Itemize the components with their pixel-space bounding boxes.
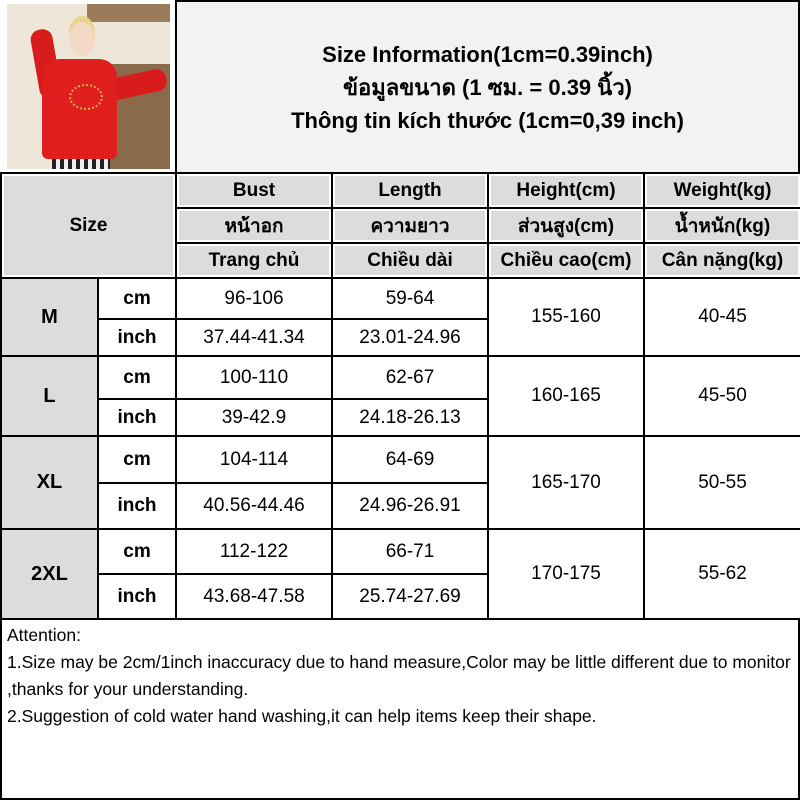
header-height: Height(cm) (487, 172, 645, 209)
table-row: inch 43.68-47.58 25.74-27.69 (1, 573, 800, 620)
length-cm: 62-67 (331, 355, 489, 400)
attention-note: 1.Size may be 2cm/1inch inaccuracy due t… (7, 652, 791, 699)
length-cm: 59-64 (331, 277, 489, 320)
photo-shelf (87, 4, 170, 22)
bust-inch: 40.56-44.46 (175, 482, 333, 530)
weight-value: 55-62 (643, 528, 800, 620)
header-row-thai: หน้าอก ความยาว ส่วนสูง(cm) น้ำหนัก(kg) (1, 207, 800, 244)
height-value: 170-175 (487, 528, 645, 620)
header-height-thai: ส่วนสูง(cm) (487, 207, 645, 244)
length-inch: 24.96-26.91 (331, 482, 489, 530)
table-row: M cm 96-106 59-64 155-160 40-45 (0, 277, 800, 357)
table-row: inch 40.56-44.46 24.96-26.91 (1, 482, 800, 530)
size-label: L (0, 355, 99, 437)
bust-cm: 104-114 (175, 435, 333, 484)
header-row-english: Size Bust Length Height(cm) Weight(kg) (0, 172, 800, 279)
bust-cm: 112-122 (175, 528, 333, 575)
header-height-vi: Chiều cao(cm) (487, 242, 645, 279)
header-weight-vi: Cân nặng(kg) (643, 242, 800, 279)
header-weight-thai: น้ำหนัก(kg) (643, 207, 800, 244)
title-thai: ข้อมูลขนาด (1 ซม. = 0.39 นิ้ว) (342, 74, 632, 100)
size-label: M (0, 277, 99, 357)
unit-cm: cm (97, 528, 177, 575)
bust-cm: 96-106 (175, 277, 333, 320)
bust-inch: 37.44-41.34 (175, 318, 333, 357)
header-length-thai: ความยาว (331, 207, 489, 244)
height-value: 160-165 (487, 355, 645, 437)
size-label: 2XL (0, 528, 99, 620)
title-english: Size Information(1cm=0.39inch) (322, 41, 653, 67)
photo-model-head (69, 22, 95, 56)
size-label: XL (0, 435, 99, 530)
header-weight: Weight(kg) (643, 172, 800, 209)
bust-inch: 43.68-47.58 (175, 573, 333, 620)
unit-inch: inch (97, 573, 177, 620)
bust-cm: 100-110 (175, 355, 333, 400)
size-table: Size Bust Length Height(cm) Weight(kg) ห… (0, 172, 800, 620)
header-length: Length (331, 172, 489, 209)
height-value: 165-170 (487, 435, 645, 530)
unit-inch: inch (97, 482, 177, 530)
unit-inch: inch (97, 398, 177, 437)
weight-value: 50-55 (643, 435, 800, 530)
title-vietnamese: Thông tin kích thước (1cm=0,39 inch) (291, 107, 684, 133)
unit-cm: cm (97, 435, 177, 484)
length-inch: 24.18-26.13 (331, 398, 489, 437)
unit-inch: inch (97, 318, 177, 357)
size-info-title: Size Information(1cm=0.39inch) ข้อมูลขนา… (175, 0, 800, 172)
bust-inch: 39-42.9 (175, 398, 333, 437)
table-row: XL cm 104-114 64-69 165-170 50-55 (0, 435, 800, 530)
unit-cm: cm (97, 277, 177, 320)
attention-notes: Attention: 1.Size may be 2cm/1inch inacc… (0, 618, 800, 800)
table-row: L cm 100-110 62-67 160-165 45-50 (0, 355, 800, 437)
length-cm: 64-69 (331, 435, 489, 484)
length-cm: 66-71 (331, 528, 489, 575)
header-bust-thai: หน้าอก (175, 207, 333, 244)
photo-sweatshirt-print (69, 84, 103, 110)
table-row: inch 37.44-41.34 23.01-24.96 (1, 318, 800, 357)
attention-heading: Attention: (7, 625, 81, 645)
header-bust-vi: Trang chủ (175, 242, 333, 279)
table-row: 2XL cm 112-122 66-71 170-175 55-62 (0, 528, 800, 620)
table-row: inch 39-42.9 24.18-26.13 (1, 398, 800, 437)
header-size: Size (0, 172, 177, 279)
attention-note: 2.Suggestion of cold water hand washing,… (7, 706, 597, 726)
length-inch: 23.01-24.96 (331, 318, 489, 357)
header-bust: Bust (175, 172, 333, 209)
weight-value: 40-45 (643, 277, 800, 357)
unit-cm: cm (97, 355, 177, 400)
product-photo (7, 4, 170, 169)
length-inch: 25.74-27.69 (331, 573, 489, 620)
weight-value: 45-50 (643, 355, 800, 437)
photo-checkered-pants (52, 159, 110, 169)
header-length-vi: Chiều dài (331, 242, 489, 279)
height-value: 155-160 (487, 277, 645, 357)
header-row-vietnamese: Trang chủ Chiều dài Chiều cao(cm) Cân nặ… (1, 242, 800, 279)
